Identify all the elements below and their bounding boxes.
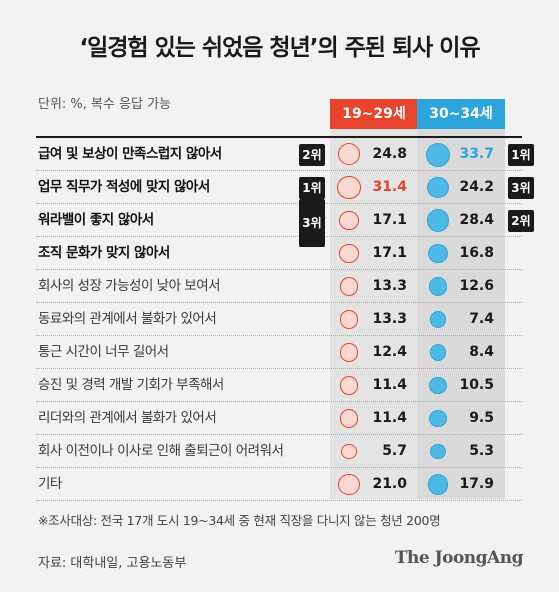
row-divider	[36, 203, 522, 204]
bubble-19-29	[339, 343, 359, 362]
value-30-34: 8.4	[469, 344, 494, 360]
bubble-19-29	[338, 473, 360, 496]
rank-badge-30-34: 3위	[508, 176, 534, 199]
row-divider	[36, 335, 522, 336]
value-30-34: 28.4	[459, 212, 494, 228]
table-row: 통근 시간이 너무 길어서 12.4 8.4	[36, 336, 522, 369]
value-19-29: 13.3	[372, 311, 407, 327]
rank-badge-19-29: 1위	[299, 176, 325, 199]
value-30-34: 12.6	[459, 278, 494, 294]
value-19-29: 17.1	[372, 212, 407, 228]
row-label: 회사의 성장 가능성이 낮아 보여서	[38, 278, 221, 294]
brand-logo: The JoongAng	[394, 548, 524, 568]
bubble-19-29	[341, 443, 357, 460]
row-label: 리더와의 관계에서 불화가 있어서	[38, 410, 217, 426]
value-30-34: 7.4	[469, 311, 494, 327]
row-label: 회사 이전이나 이사로 인해 출퇴근이 어려워서	[38, 443, 284, 459]
column-header-30-34: 30~34세	[417, 99, 505, 129]
table-row: 급여 및 보상이 만족스럽지 않아서 24.8 33.7	[36, 138, 522, 171]
bubble-19-29	[339, 210, 359, 231]
value-19-29: 12.4	[372, 344, 407, 360]
footnote: ※조사대상: 전국 17개 도시 19~34세 중 현재 직장을 다니지 않는 …	[38, 513, 441, 528]
bubble-19-29	[339, 310, 359, 329]
value-19-29: 5.7	[382, 443, 407, 459]
value-30-34: 10.5	[459, 377, 494, 393]
table-row: 동료와의 관계에서 불화가 있어서 13.3 7.4	[36, 303, 522, 336]
value-30-34: 16.8	[459, 245, 494, 261]
bubble-19-29	[337, 175, 361, 200]
row-divider	[36, 434, 522, 435]
row-divider	[36, 269, 522, 270]
source: 자료: 대학내일, 고용노동부	[38, 556, 187, 571]
value-19-29: 13.3	[372, 278, 407, 294]
bubble-19-29	[339, 243, 359, 264]
table-row: 업무 직무가 적성에 맞지 않아서 31.4 24.2	[36, 171, 522, 204]
value-19-29: 11.4	[372, 410, 407, 426]
table-row: 회사의 성장 가능성이 낮아 보여서 13.3 12.6	[36, 270, 522, 303]
row-divider	[36, 368, 522, 369]
bubble-30-34	[429, 311, 447, 328]
rank-badge-19-29: 2위	[299, 143, 325, 166]
value-19-29: 31.4	[372, 179, 407, 195]
column-header-19-29: 19~29세	[330, 99, 418, 129]
value-19-29: 11.4	[372, 377, 407, 393]
row-label: 업무 직무가 적성에 맞지 않아서	[38, 179, 210, 195]
table-row: 리더와의 관계에서 불화가 있어서 11.4 9.5	[36, 402, 522, 435]
bubble-30-34	[428, 277, 448, 296]
bubble-30-34	[428, 243, 448, 264]
value-30-34: 33.7	[459, 146, 494, 162]
unit-note: 단위: %, 복수 응답 가능	[38, 97, 172, 112]
row-divider	[36, 500, 522, 501]
row-divider	[36, 170, 522, 171]
rank-badge-30-34: 2위	[508, 209, 534, 232]
bubble-30-34	[427, 176, 449, 199]
row-label: 조직 문화가 맞지 않아서	[38, 245, 170, 261]
row-label: 통근 시간이 너무 길어서	[38, 344, 169, 360]
bubble-30-34	[430, 443, 446, 460]
value-19-29: 17.1	[372, 245, 407, 261]
value-19-29: 21.0	[372, 476, 407, 492]
row-label: 워라밸이 좋지 않아서	[38, 212, 154, 228]
bubble-19-29	[337, 143, 360, 166]
row-label: 급여 및 보상이 만족스럽지 않아서	[38, 146, 222, 162]
bubble-30-34	[429, 376, 447, 395]
bubble-30-34	[429, 344, 447, 361]
row-divider	[36, 236, 522, 237]
table-row: 조직 문화가 맞지 않아서 17.1 16.8	[36, 237, 522, 270]
value-30-34: 17.9	[459, 476, 494, 492]
value-19-29: 24.8	[372, 146, 407, 162]
row-label: 승진 및 경력 개발 기회가 부족해서	[38, 377, 224, 393]
bubble-19-29	[339, 277, 359, 296]
value-30-34: 24.2	[459, 179, 494, 195]
table-row: 회사 이전이나 이사로 인해 출퇴근이 어려워서 5.7 5.3	[36, 435, 522, 468]
bubble-30-34	[427, 474, 449, 495]
bubble-30-34	[426, 142, 450, 167]
bubble-19-29	[339, 376, 359, 395]
row-divider	[36, 467, 522, 468]
value-30-34: 5.3	[469, 443, 494, 459]
table-row: 승진 및 경력 개발 기회가 부족해서 11.4 10.5	[36, 369, 522, 402]
chart-title: ‘일경험 있는 쉬었음 청년’의 주된 퇴사 이유	[79, 35, 480, 61]
bubble-30-34	[429, 409, 447, 428]
value-30-34: 9.5	[469, 410, 494, 426]
table-top-rule	[36, 136, 522, 138]
table-row: 워라밸이 좋지 않아서 17.1 28.4	[36, 204, 522, 237]
row-divider	[36, 401, 522, 402]
row-label: 기타	[38, 476, 62, 492]
rank-badge-19-29: 3위	[299, 199, 325, 247]
bubble-19-29	[339, 409, 359, 428]
row-divider	[36, 302, 522, 303]
row-label: 동료와의 관계에서 불화가 있어서	[38, 311, 217, 327]
table-row: 기타 21.0 17.9	[36, 468, 522, 501]
rank-badge-30-34: 1위	[508, 143, 534, 166]
bubble-30-34	[426, 209, 450, 232]
